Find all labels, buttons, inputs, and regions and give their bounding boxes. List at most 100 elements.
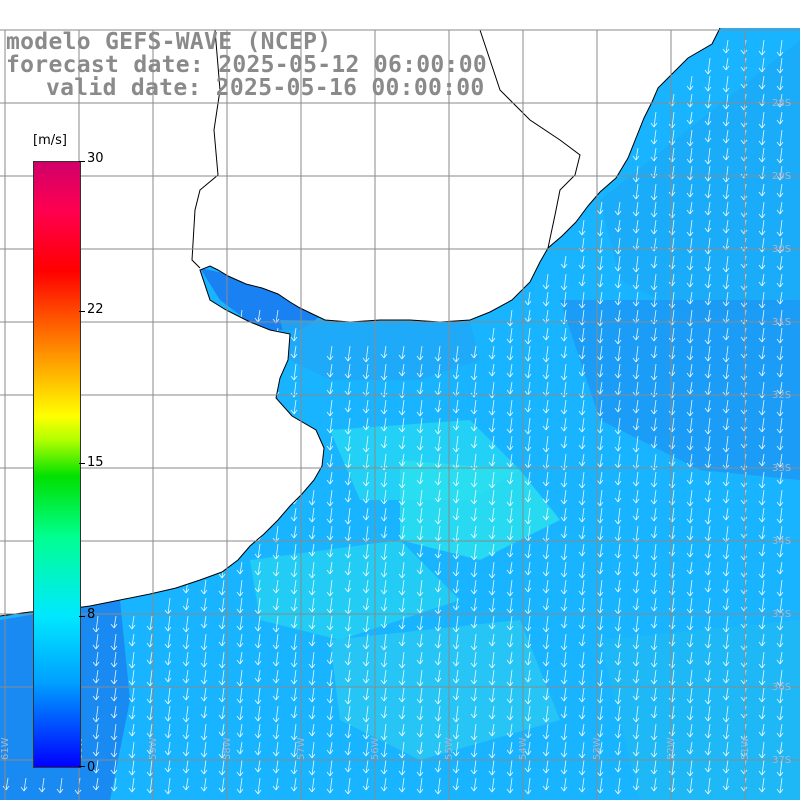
wind-arrow: [434, 345, 442, 362]
wind-arrow: [488, 471, 496, 489]
wind-arrow: [362, 741, 370, 757]
wind-arrow: [686, 399, 694, 417]
wind-arrow: [650, 633, 658, 651]
wind-arrow: [578, 255, 586, 270]
wind-arrow: [236, 687, 244, 704]
wind-arrow: [416, 363, 424, 378]
wind-arrow: [272, 669, 280, 684]
wind-arrow: [650, 219, 658, 235]
wind-arrow: [182, 327, 190, 341]
wind-arrow: [362, 345, 370, 363]
wind-arrow: [182, 759, 190, 774]
wind-arrow: [416, 453, 424, 468]
wind-arrow: [182, 669, 190, 684]
wind-arrow: [542, 435, 550, 453]
wind-arrow: [686, 273, 694, 288]
wind-arrow: [308, 579, 316, 596]
wind-arrow: [290, 723, 298, 741]
wind-arrow: [686, 147, 694, 164]
wind-arrow: [704, 651, 712, 666]
wind-arrow: [776, 453, 784, 468]
wind-arrow: [632, 327, 640, 341]
wind-arrow: [704, 57, 712, 75]
wind-arrow: [236, 507, 244, 524]
wind-arrow: [434, 633, 442, 649]
wind-arrow: [686, 237, 694, 254]
wind-arrow: [434, 741, 442, 756]
wind-arrow: [344, 741, 352, 756]
wind-arrow: [308, 507, 316, 523]
wind-arrow: [704, 759, 712, 773]
wind-arrow: [722, 615, 730, 633]
wind-arrow: [380, 741, 388, 758]
wind-arrow: [254, 363, 262, 379]
wind-arrow: [560, 417, 568, 432]
wind-arrow: [614, 741, 622, 756]
wind-arrow: [578, 417, 586, 433]
colorbar-tick-15: 15: [87, 455, 104, 470]
wind-arrow: [524, 291, 532, 306]
wind-arrow: [200, 363, 208, 381]
latitude-label: 34S: [772, 536, 791, 547]
wind-arrow: [452, 507, 460, 521]
wind-arrow: [452, 669, 460, 684]
wind-arrow: [632, 597, 640, 611]
wind-arrow: [722, 93, 730, 110]
wind-arrow: [344, 723, 352, 739]
wind-arrow: [344, 705, 352, 722]
wind-arrow: [218, 327, 226, 343]
wind-arrow: [776, 183, 784, 198]
wind-arrow: [506, 687, 514, 704]
wind-arrow: [308, 687, 316, 703]
wind-arrow: [722, 543, 730, 560]
wind-arrow: [452, 687, 460, 701]
wind-arrow: [776, 237, 784, 254]
wind-arrow: [614, 507, 622, 525]
wind-arrow: [542, 633, 550, 650]
wind-arrow: [560, 723, 568, 741]
wind-arrow: [470, 363, 478, 381]
wind-arrow: [272, 597, 280, 611]
wind-arrow: [632, 201, 640, 217]
wind-arrow: [614, 615, 622, 632]
wind-arrow: [542, 615, 550, 633]
wind-arrow: [470, 489, 478, 505]
wind-arrow: [434, 453, 442, 469]
wind-arrow: [686, 183, 694, 198]
wind-arrow: [506, 417, 514, 434]
wind-arrow: [182, 579, 190, 594]
wind-arrow: [578, 327, 586, 343]
wind-arrow: [272, 399, 280, 414]
wind-arrow: [254, 435, 262, 452]
wind-speed-patch: [200, 268, 330, 330]
wind-arrow: [650, 147, 658, 162]
wind-arrow: [722, 111, 730, 127]
wind-arrow: [704, 633, 712, 649]
wind-arrow: [254, 741, 262, 756]
wind-arrow: [614, 201, 622, 216]
wind-arrow: [254, 687, 262, 705]
wind-arrow: [686, 327, 694, 344]
wind-arrow: [542, 723, 550, 740]
wind-arrow: [200, 579, 208, 595]
wind-arrow: [578, 597, 586, 613]
wind-arrow: [560, 399, 568, 415]
wind-arrow: [632, 777, 640, 791]
wind-arrow: [254, 777, 262, 795]
wind-arrow: [776, 561, 784, 575]
wind-arrow: [722, 723, 730, 740]
wind-arrow: [362, 633, 370, 650]
wind-arrow: [182, 633, 190, 650]
wind-arrow: [722, 291, 730, 307]
wind-arrow: [272, 777, 280, 791]
wind-arrow: [704, 345, 712, 362]
wind-arrow: [614, 219, 622, 233]
wind-arrow: [200, 741, 208, 758]
wind-arrow: [632, 561, 640, 577]
wind-arrow: [470, 543, 478, 561]
wind-arrow: [614, 561, 622, 576]
wind-arrow: [416, 525, 424, 541]
wind-arrow: [488, 363, 496, 377]
wind-arrow: [362, 471, 370, 487]
wind-arrow: [506, 741, 514, 755]
